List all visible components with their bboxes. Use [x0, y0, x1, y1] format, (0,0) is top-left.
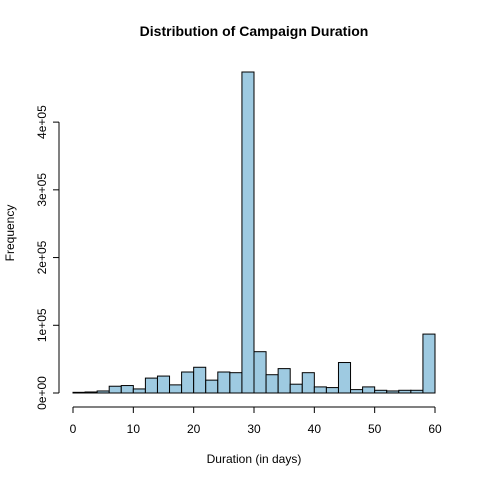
y-tick-label: 1e+05: [35, 308, 49, 342]
x-axis: 0 10 20 30 40 50 60: [70, 406, 442, 436]
chart-title: Distribution of Campaign Duration: [140, 23, 369, 39]
histogram-bar: [217, 371, 231, 394]
x-tick-label: 20: [187, 422, 201, 436]
histogram-bar: [169, 384, 183, 394]
x-tick-label: 50: [368, 422, 382, 436]
histogram-bar: [241, 71, 255, 394]
y-tick-label: 4e+05: [35, 105, 49, 139]
histogram-bar: [386, 390, 400, 394]
histogram-bar: [398, 389, 412, 394]
histogram-bar: [181, 371, 195, 394]
x-axis-label: Duration (in days): [207, 452, 302, 466]
histogram-bar: [144, 377, 158, 394]
histogram-bar: [350, 389, 364, 394]
histogram-bar: [289, 383, 303, 394]
histogram-bar: [410, 389, 424, 394]
histogram-bar: [313, 386, 327, 394]
y-tick-label: 2e+05: [35, 240, 49, 274]
histogram-bar: [277, 368, 291, 394]
x-tick-label: 0: [70, 422, 77, 436]
y-tick-label: 3e+05: [35, 173, 49, 207]
histogram-bar: [120, 385, 134, 394]
x-tick-label: 60: [428, 422, 442, 436]
histogram-bar: [156, 375, 171, 394]
histogram-bar: [337, 362, 352, 394]
histogram-bar: [96, 390, 110, 394]
histogram-bar: [374, 389, 388, 394]
y-axis: 0e+00 1e+05 2e+05 3e+05 4e+05: [35, 105, 60, 410]
histogram-bar: [422, 333, 436, 394]
histogram-bar: [253, 351, 267, 394]
histogram-bar: [72, 391, 86, 394]
histogram-bar: [193, 366, 207, 394]
histogram-bar: [229, 372, 243, 394]
y-tick-label: 0e+00: [35, 376, 49, 410]
histogram-bar: [325, 387, 339, 394]
histogram-bar: [205, 379, 219, 394]
histogram-bar: [301, 372, 315, 394]
x-tick-label: 30: [247, 422, 261, 436]
histogram-bar: [84, 391, 98, 394]
bars-group: [72, 71, 436, 394]
histogram-bar: [362, 386, 376, 394]
x-tick-label: 10: [127, 422, 141, 436]
y-axis-label: Frequency: [3, 205, 17, 262]
x-tick-label: 40: [308, 422, 322, 436]
histogram-bar: [108, 385, 122, 394]
histogram-bar: [132, 388, 146, 394]
histogram-bar: [265, 374, 279, 394]
